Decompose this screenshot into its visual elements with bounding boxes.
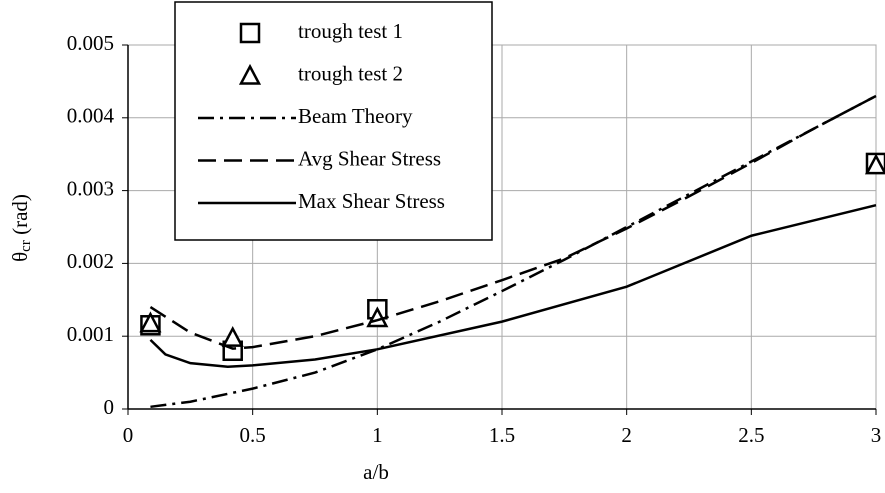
y-tick-label: 0 — [104, 395, 115, 419]
legend-marker — [239, 22, 261, 44]
legend-marker — [238, 63, 262, 85]
series-line — [150, 94, 877, 409]
y-label-subscript: cr — [18, 240, 34, 252]
x-tick-label: 0 — [123, 423, 134, 447]
legend-box — [174, 1, 493, 241]
x-tick-label: 3 — [871, 423, 882, 447]
y-tick-label: 0.001 — [67, 322, 114, 346]
y-label-unit: (rad) — [8, 194, 32, 235]
y-axis-label: θcr (rad) — [8, 194, 35, 262]
x-tick-label: 0.5 — [240, 423, 266, 447]
x-tick-label: 1.5 — [489, 423, 515, 447]
legend-label: Beam Theory — [298, 104, 413, 128]
y-tick-label: 0.003 — [67, 176, 114, 200]
legend-label: trough test 1 — [298, 19, 403, 43]
x-tick-label: 2.5 — [738, 423, 764, 447]
x-tick-label: 1 — [372, 423, 383, 447]
marker-triangle — [139, 311, 162, 333]
marker-triangle — [221, 325, 244, 347]
y-tick-label: 0.002 — [67, 249, 114, 273]
series-line — [149, 94, 877, 350]
legend-label: Max Shear Stress — [298, 189, 445, 213]
y-label-symbol: θ — [8, 252, 32, 262]
y-tick-label: 0.004 — [67, 104, 115, 128]
series-line — [149, 203, 877, 369]
marker-triangle — [864, 153, 885, 175]
x-tick-label: 2 — [621, 423, 632, 447]
y-tick-label: 0.005 — [67, 31, 114, 55]
legend-label: Avg Shear Stress — [298, 146, 441, 170]
x-axis-label: a/b — [363, 460, 389, 484]
legend-label: trough test 2 — [298, 61, 403, 85]
